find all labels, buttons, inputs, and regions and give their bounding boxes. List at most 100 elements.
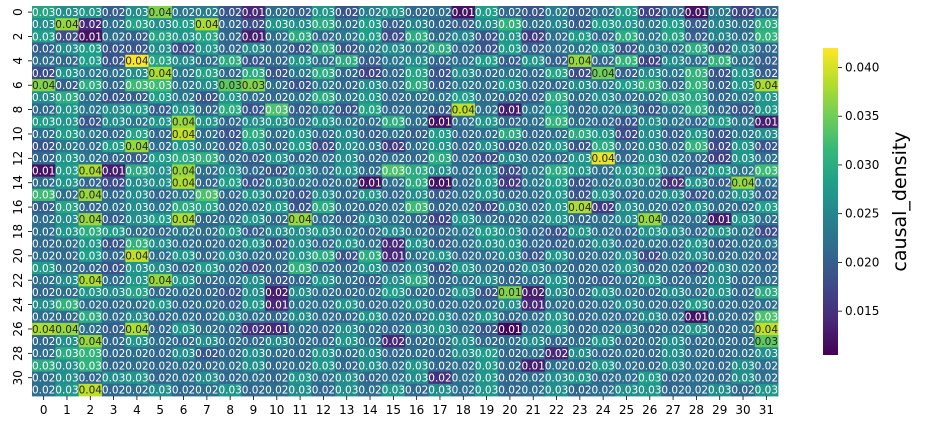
heatmap-cell-label: 0.02	[79, 117, 102, 129]
heatmap-cell-label: 0.02	[405, 129, 428, 141]
heatmap-cell-label: 0.03	[79, 312, 102, 324]
heatmap-cell	[195, 115, 219, 129]
heatmap-cell-label: 0.03	[79, 287, 102, 299]
heatmap-cell-label: 0.03	[288, 19, 311, 31]
heatmap-cell-label: 0.02	[149, 104, 172, 116]
heatmap-cell	[614, 54, 639, 68]
heatmap-cell	[55, 18, 80, 31]
heatmap-cell-label: 0.02	[358, 385, 381, 397]
heatmap-cell	[358, 66, 383, 80]
heatmap-cell-label: 0.02	[55, 56, 78, 68]
heatmap-cell-label: 0.03	[615, 385, 638, 397]
heatmap-cell-label: 0.02	[568, 360, 591, 372]
heatmap-cell-label: 0.03	[475, 385, 498, 397]
heatmap-cell	[405, 103, 429, 117]
heatmap-cell-label: 0.02	[195, 165, 218, 177]
heatmap-cell	[708, 66, 732, 80]
heatmap-cell-label: 0.02	[102, 68, 125, 80]
heatmap-cell-label: 0.02	[568, 117, 591, 129]
heatmap-cell-label: 0.03	[265, 117, 288, 129]
heatmap-cell-label: 0.02	[731, 238, 754, 250]
heatmap-cell-label: 0.03	[312, 360, 335, 372]
heatmap-cell	[754, 66, 779, 80]
heatmap-cell-label: 0.02	[475, 299, 498, 311]
heatmap-cell	[78, 42, 103, 56]
heatmap-cell-label: 0.04	[149, 7, 173, 19]
heatmap-cell	[731, 42, 756, 56]
heatmap-cell	[568, 6, 592, 19]
heatmap-cell-label: 0.03	[615, 324, 638, 336]
heatmap-cell	[428, 91, 453, 104]
heatmap-cell-label: 0.02	[591, 275, 614, 287]
heatmap-cell	[684, 91, 709, 104]
heatmap-cell-label: 0.03	[195, 43, 218, 55]
heatmap-cell-label: 0.02	[498, 7, 521, 19]
heatmap-cell-label: 0.03	[731, 190, 754, 202]
heatmap-cell-label: 0.03	[731, 68, 754, 80]
heatmap-cell-label: 0.03	[55, 117, 78, 129]
heatmap-cell-label: 0.03	[125, 287, 148, 299]
heatmap-cell-label: 0.02	[102, 153, 125, 165]
heatmap-cell-label: 0.02	[708, 251, 731, 263]
heatmap-cell-label: 0.02	[568, 92, 591, 104]
heatmap-cell-label: 0.02	[312, 287, 335, 299]
heatmap-cell-label: 0.02	[615, 190, 638, 202]
heatmap-cell-label: 0.02	[382, 153, 405, 165]
heatmap-cell	[125, 91, 149, 104]
heatmap-cell	[288, 66, 313, 80]
heatmap-cell-label: 0.03	[475, 190, 498, 202]
y-tick-label: 6	[11, 81, 25, 89]
heatmap-cell-label: 0.02	[288, 202, 311, 214]
heatmap-cell-label: 0.02	[638, 19, 661, 31]
heatmap-cell-label: 0.03	[615, 165, 638, 177]
heatmap-cell	[521, 6, 546, 19]
heatmap-cell-label: 0.03	[335, 336, 358, 348]
heatmap-cell-label: 0.02	[475, 31, 498, 43]
heatmap-cell-label: 0.03	[242, 68, 265, 80]
heatmap-cell-label: 0.02	[498, 214, 521, 226]
heatmap-cell	[521, 91, 546, 104]
heatmap-cell-label: 0.04	[172, 178, 196, 190]
heatmap-cell-label: 0.03	[149, 178, 172, 190]
heatmap-cell-label: 0.02	[195, 92, 218, 104]
heatmap-cell-label: 0.02	[265, 312, 288, 324]
heatmap-cell-label: 0.02	[335, 92, 358, 104]
y-tick-label: 4	[11, 57, 25, 65]
heatmap-cell-label: 0.02	[32, 68, 55, 80]
heatmap-cell-label: 0.03	[708, 275, 731, 287]
heatmap-cell-label: 0.03	[195, 31, 218, 43]
heatmap-cell	[754, 42, 779, 56]
heatmap-cell-label: 0.02	[358, 336, 381, 348]
heatmap-cell-label: 0.02	[32, 238, 55, 250]
heatmap-cell-label: 0.02	[428, 275, 451, 287]
heatmap-cell-label: 0.02	[55, 251, 78, 263]
heatmap-cell-label: 0.02	[335, 275, 358, 287]
heatmap-cell	[451, 18, 476, 31]
heatmap-cell	[568, 79, 592, 92]
heatmap-cell-label: 0.03	[475, 56, 498, 68]
heatmap-cell	[171, 30, 196, 43]
heatmap-cell-label: 0.03	[428, 165, 451, 177]
heatmap-cell-label: 0.03	[55, 202, 78, 214]
heatmap-cell-label: 0.03	[638, 43, 661, 55]
heatmap-cell-label: 0.03	[475, 178, 498, 190]
heatmap-cell	[55, 127, 80, 141]
heatmap-cell	[498, 91, 522, 104]
heatmap-cell	[474, 54, 499, 68]
heatmap-cell-label: 0.02	[312, 141, 335, 153]
heatmap-cell	[498, 18, 522, 31]
heatmap-cell-label: 0.04	[125, 324, 149, 336]
heatmap-cell-label: 0.02	[382, 324, 405, 336]
heatmap-cell	[428, 42, 453, 56]
heatmap-cell-label: 0.02	[358, 129, 381, 141]
heatmap-cell-label: 0.03	[55, 92, 78, 104]
heatmap-cell-label: 0.02	[218, 190, 241, 202]
heatmap-cell	[731, 127, 756, 141]
heatmap-cell-label: 0.03	[125, 202, 148, 214]
heatmap-cell-label: 0.02	[405, 104, 428, 116]
heatmap-cell	[638, 127, 662, 141]
heatmap-cell	[171, 127, 196, 141]
heatmap-cell	[101, 103, 126, 117]
heatmap-cell-label: 0.02	[591, 324, 614, 336]
heatmap-cell-label: 0.02	[382, 263, 405, 275]
